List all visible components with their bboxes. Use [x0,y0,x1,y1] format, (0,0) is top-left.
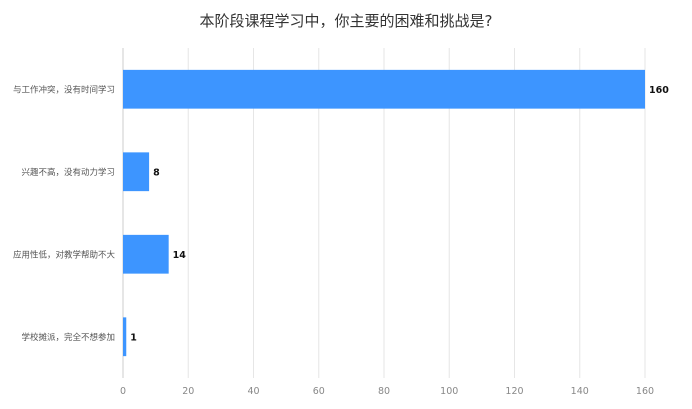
x-tick-label: 100 [440,386,458,397]
x-tick-label: 60 [313,386,325,397]
category-label: 兴趣不高，没有动力学习 [21,167,115,178]
x-tick-label: 160 [636,386,654,397]
x-tick-label: 20 [182,386,194,397]
category-label: 应用性低，对教学帮助不大 [13,249,116,260]
x-tick-label: 80 [378,386,390,397]
category-label: 学校摊派，完全不想参加 [21,332,115,343]
bar [123,69,645,109]
data-label: 1 [130,332,137,343]
bar [123,317,127,357]
x-tick-label: 140 [571,386,589,397]
data-label: 8 [153,167,160,178]
x-tick-label: 40 [247,386,259,397]
x-tick-label: 0 [120,386,126,397]
bar [123,234,169,274]
category-label: 与工作冲突，没有时间学习 [13,84,115,95]
chart-title: 本阶段课程学习中，你主要的困难和挑战是? [199,12,493,30]
data-label: 14 [173,250,187,261]
x-tick-label: 120 [505,386,523,397]
data-label: 160 [649,85,669,96]
bar [123,152,150,192]
